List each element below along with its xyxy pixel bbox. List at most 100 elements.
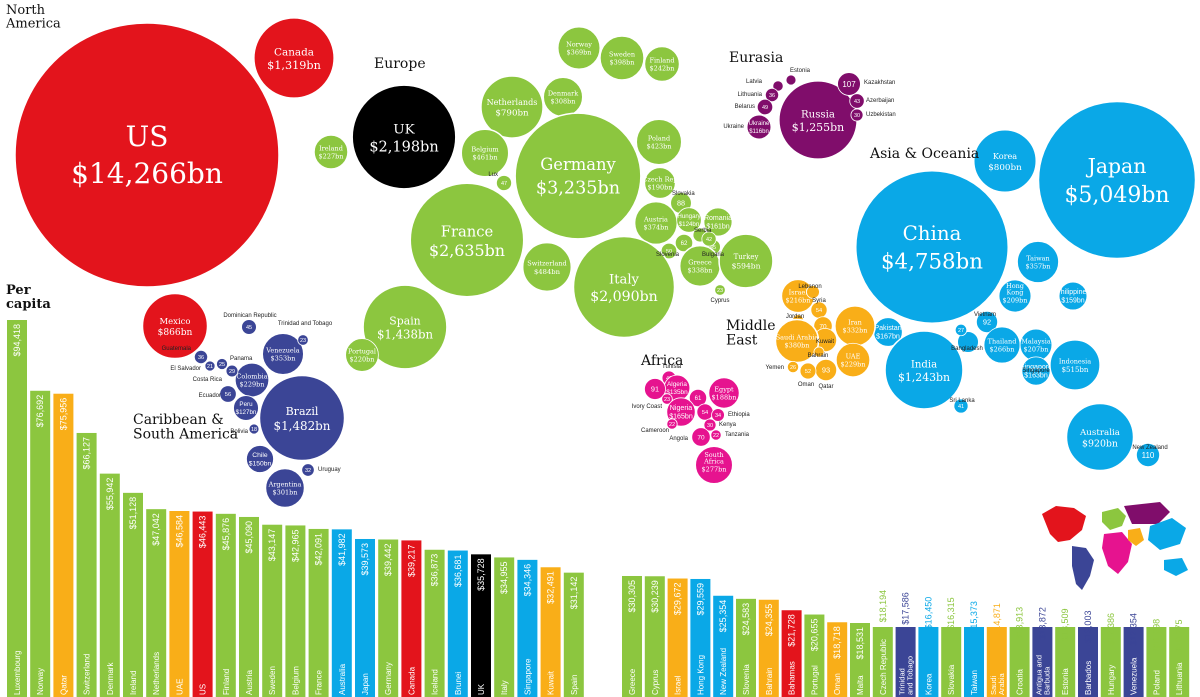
bubble-uzbekistan [850, 108, 864, 122]
bubble-value-kazakhstan: 107 [842, 80, 856, 89]
bubble-name-czech-rep: Czech Rep [642, 175, 677, 183]
bubble-name-malaysia: Malaysia [1021, 337, 1051, 345]
bar-switzerland [76, 432, 97, 697]
bar-category-portugal: Portugal [810, 665, 819, 695]
bubble-name-hong-kong: Hong [1006, 282, 1024, 290]
bar-value-portugal: $20,655 [809, 619, 819, 652]
bubble-value-belgium: $461bn [472, 154, 498, 162]
bubble-egypt [708, 377, 740, 409]
bar-sweden [262, 524, 283, 697]
bubble-us [14, 22, 280, 288]
bar-category-france: France [315, 670, 324, 695]
bar-base-hungary [1100, 627, 1121, 697]
country-label-ukraine: Ukraine [723, 124, 744, 130]
bar-value-new-zealand: $25,354 [718, 600, 728, 633]
bubble-czech-rep [644, 167, 676, 199]
bar-iceland [424, 549, 445, 697]
bubble-value-cameroon: 22 [669, 422, 675, 428]
bubble-value-nigeria: $165bn [669, 412, 693, 420]
bar-value-israel: $29,672 [673, 583, 683, 616]
bubble-value-thailand: $266bn [990, 346, 1015, 354]
world-map-legend [1042, 502, 1188, 590]
bubble-name-us: US [126, 120, 169, 153]
bubble-value-new-zealand: 110 [1142, 451, 1155, 460]
bubble-value-israel: $216bn [786, 297, 811, 305]
bubble-value-germany: $3,235bn [536, 179, 620, 199]
bubble-spain [362, 284, 448, 370]
bubble-value-morocco: 91 [651, 385, 659, 394]
bar-value-brunei: $36,681 [453, 555, 463, 588]
bubble-italy [572, 235, 676, 339]
bar-category-oman: Oman [833, 673, 842, 695]
bar-category-finland: Finland [222, 669, 231, 695]
bubble-value-greece: $338bn [688, 267, 713, 275]
country-label-angola: Angola [669, 436, 688, 442]
bubble-value-azerbaijan: 43 [854, 99, 860, 105]
bubble-hungary [676, 207, 702, 233]
bubble-uruguay [301, 463, 315, 477]
bubble-romania [703, 207, 733, 237]
bar-oman [827, 622, 848, 697]
bubble-name-egypt: Egypt [714, 385, 734, 393]
bubble-brazil [258, 374, 346, 462]
bar-value-barbados: $13,003 [1083, 611, 1093, 644]
per-capita-bars-group: $94,418 Luxembourg $76,692 Norway $75,956 Qat… [7, 320, 1190, 697]
bar-category-taiwan: Taiwan [970, 670, 979, 695]
bubble-value-singapore: $163bn [1024, 372, 1048, 379]
bar-category-cyprus: Cyprus [651, 670, 660, 695]
bar-category-australia: Australia [338, 663, 347, 695]
bubble-value-us: $14,266bn [71, 157, 223, 190]
country-label-uzbekistan: Uzbekistan [866, 112, 896, 118]
bar-category-uk: UK [477, 683, 486, 695]
bar-greece [622, 575, 642, 697]
bubble-name-italy: Italy [609, 273, 639, 288]
bubble-philippines [1058, 281, 1088, 311]
bar-denmark [99, 473, 120, 697]
country-label-el-salvador: El Salvador [170, 366, 201, 372]
bubble-value-libya: 61 [695, 396, 702, 402]
bubble-name-iran: Iran [848, 318, 862, 326]
bar-base-antigua-and-barbuda [1032, 627, 1053, 697]
bubble-value-belarus: 49 [762, 105, 768, 111]
bubble-name-thailand: Thailand [988, 337, 1017, 345]
bubble-ethiopia [711, 408, 725, 422]
bubble-name-ukraine: Ukraine [749, 121, 770, 127]
bubble-value-lux: 47 [501, 181, 507, 187]
bar-category-czech-republic: Czech Republic [879, 639, 888, 695]
bubble-value-turkey: $594bn [732, 262, 761, 271]
bubble-latvia [772, 80, 784, 92]
bar-value-poland: $11,098 [1151, 619, 1161, 651]
bubble-value-portugal: $220bn [350, 356, 375, 364]
bar-value-us: $46,443 [198, 516, 208, 549]
bar-category-israel: Israel [674, 675, 683, 695]
bubble-name-brazil: Brazil [286, 405, 319, 418]
bar-value-iceland: $36,873 [430, 554, 440, 587]
country-label-oman: Oman [798, 382, 814, 388]
bubble-name-romania: Romania [704, 215, 732, 222]
bubble-kazakhstan [837, 72, 861, 96]
country-label-latvia: Latvia [746, 79, 763, 85]
bar-category-canada: Canada [407, 666, 416, 695]
bubble-peru [233, 395, 259, 421]
bubble-finland [644, 46, 680, 82]
bubble-value-panama: 25 [219, 362, 225, 368]
bubble-name-netherlands: Netherlands [487, 98, 538, 107]
bubble-tanzania [710, 429, 722, 441]
bar-germany [378, 539, 399, 697]
region-label-caribbean-south-america: Caribbean & South America [133, 412, 238, 443]
bubble-value-ivory-coast: 23 [664, 397, 670, 403]
bubble-name-canada: Canada [274, 46, 314, 58]
bar-value-malta: $18,531 [855, 627, 865, 660]
bar-category-kuwait: Kuwait [547, 670, 556, 695]
bar-value-croatia: $13,913 [1015, 607, 1025, 640]
country-label-slovenia: Slovenia [656, 252, 680, 258]
bar-category-singapore: Singapore [523, 658, 532, 695]
bar-finland [215, 513, 236, 697]
bar-category-greece: Greece [628, 668, 637, 695]
bubble-value-finland: $242bn [650, 65, 675, 73]
bubble-netherlands [480, 75, 544, 139]
country-label-kuwait: Kuwait [816, 339, 834, 345]
bubble-value-trinidad-and-tobago: 23 [300, 338, 306, 344]
bubble-india [884, 330, 964, 410]
bubble-name-japan: Japan [1086, 154, 1147, 178]
